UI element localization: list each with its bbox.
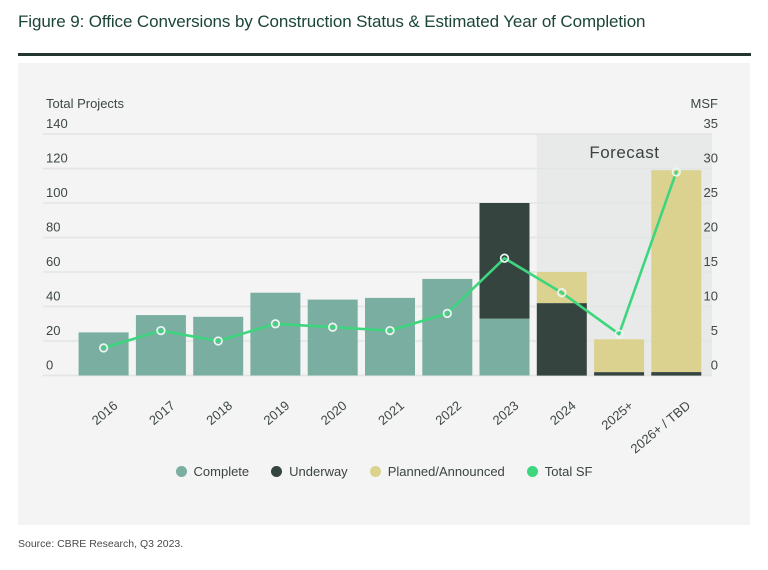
- x-tick-label-2026-tbd: 2026+ / TBD: [628, 398, 694, 456]
- right-axis-tick-label: 15: [704, 254, 718, 269]
- bar-segment-complete-2022: [422, 278, 473, 376]
- bar-segment-complete-2017: [135, 315, 186, 376]
- right-axis-tick-label: 5: [711, 323, 718, 338]
- x-tick-label-2022: 2022: [432, 398, 464, 428]
- x-tick-label-2019: 2019: [261, 398, 293, 428]
- legend-item-complete: Complete: [175, 464, 250, 479]
- x-tick-label-2021: 2021: [375, 398, 407, 428]
- bar-segment-complete-2023: [479, 318, 530, 376]
- legend-item-total-sf: Total SF: [526, 464, 593, 479]
- left-axis-tick-label: 20: [46, 323, 60, 338]
- line-marker-2026-tbd: [671, 167, 681, 177]
- forecast-label: Forecast: [589, 143, 659, 162]
- left-axis-tick-label: 100: [46, 185, 68, 200]
- legend-item-planned-announced: Planned/Announced: [369, 464, 505, 479]
- title-divider: [18, 53, 751, 56]
- bar-segment-underway-2026-tbd: [651, 372, 702, 376]
- legend-label: Complete: [193, 464, 250, 479]
- x-tick-label-2020: 2020: [318, 398, 350, 428]
- x-tick-label-2025: 2025+: [598, 398, 636, 433]
- x-tick-label-2024: 2024: [547, 398, 579, 428]
- line-marker-2019: [270, 319, 281, 329]
- x-tick-label-2018: 2018: [203, 398, 235, 428]
- x-tick-label-2017: 2017: [146, 398, 178, 428]
- bar-segment-complete-2016: [78, 332, 129, 376]
- right-axis-tick-label: 20: [704, 220, 718, 235]
- legend-item-underway: Underway: [271, 464, 348, 479]
- x-tick-label-2016: 2016: [89, 398, 121, 428]
- line-marker-2024: [557, 288, 567, 298]
- line-marker-2018: [213, 336, 223, 346]
- line-marker-2017: [156, 325, 166, 336]
- line-marker-2021: [385, 325, 395, 336]
- legend-swatch-total-sf: [526, 466, 538, 477]
- left-axis-tick-label: 140: [46, 116, 68, 131]
- bar-segment-planned-announced-2024: [536, 272, 587, 304]
- legend-swatch-planned-announced: [369, 466, 381, 477]
- line-marker-2023: [499, 253, 510, 263]
- legend-label: Total SF: [544, 464, 593, 479]
- bar-segment-underway-2025: [594, 372, 645, 376]
- left-axis-tick-label: 120: [46, 151, 68, 166]
- legend-label: Planned/Announced: [387, 464, 505, 479]
- right-axis-tick-label: 10: [704, 289, 718, 304]
- total-sf-line: [102, 170, 678, 350]
- line-marker-2020: [328, 322, 338, 332]
- x-tick-label-2023: 2023: [490, 398, 522, 428]
- legend-swatch-complete: [175, 466, 187, 477]
- line-marker-2016: [98, 343, 109, 353]
- right-axis-tick-label: 0: [711, 358, 718, 373]
- line-marker-2022: [442, 308, 452, 319]
- left-axis-tick-label: 60: [46, 254, 60, 269]
- left-axis-tick-label: 0: [46, 358, 53, 373]
- left-axis-tick-label: 40: [46, 289, 60, 304]
- bar-segment-complete-2021: [365, 297, 415, 376]
- right-axis-tick-label: 35: [704, 116, 718, 131]
- source-note: Source: CBRE Research, Q3 2023.: [18, 538, 184, 550]
- legend-label: Underway: [289, 464, 348, 479]
- bar-segment-complete-2018: [193, 316, 244, 376]
- figure-title: Figure 9: Office Conversions by Construc…: [18, 12, 646, 31]
- right-axis-tick-label: 30: [704, 151, 718, 166]
- chart-plot: Forecast 0 20 40 60 80 100 120 140 0 5 10 15 20 25 30 35…: [43, 116, 718, 456]
- bar-segment-complete-2020: [307, 299, 358, 376]
- left-axis-tick-label: 80: [46, 220, 60, 235]
- right-axis-title: MSF: [690, 96, 718, 111]
- right-axis-tick-label: 25: [704, 185, 718, 200]
- bar-segment-planned-announced-2026-tbd: [651, 170, 702, 372]
- chart-panel: Total Projects MSF Forecast 0 20 40 60 80 100 1…: [18, 63, 750, 525]
- bar-segment-complete-2019: [250, 292, 301, 376]
- bar-segment-underway-2024: [536, 303, 587, 376]
- line-marker-2025: [614, 329, 624, 339]
- chart-legend: Complete Underway Planned/Announced Total S…: [18, 464, 750, 479]
- left-axis-title: Total Projects: [46, 96, 125, 111]
- legend-swatch-underway: [271, 466, 283, 477]
- bar-segment-planned-announced-2025: [594, 339, 645, 373]
- bar-segment-underway-2023: [479, 203, 530, 319]
